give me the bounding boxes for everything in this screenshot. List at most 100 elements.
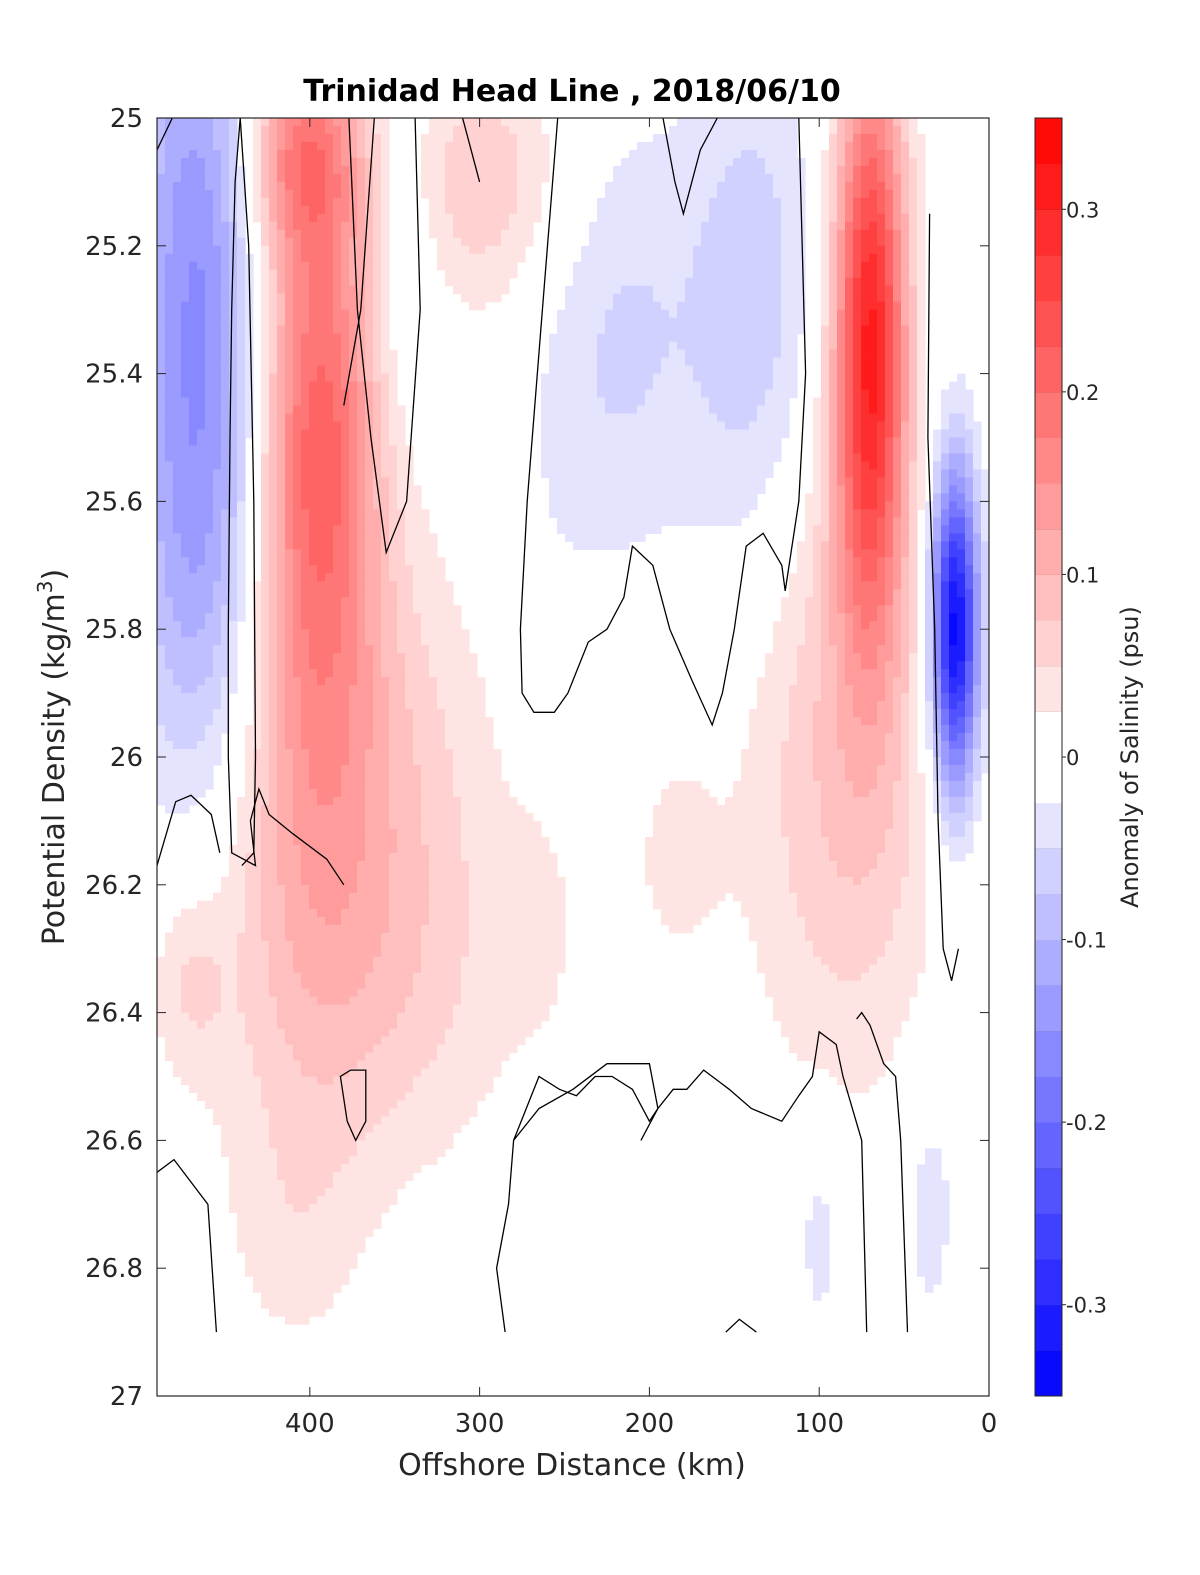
contour-cell (885, 573, 894, 582)
contour-cell (957, 605, 966, 614)
contour-cell (581, 333, 590, 343)
contour-cell (317, 293, 326, 303)
contour-cell (909, 197, 918, 207)
contour-cell (381, 501, 390, 510)
contour-cell (197, 125, 206, 135)
contour-cell (213, 149, 222, 159)
contour-cell (741, 253, 750, 263)
contour-cell (861, 437, 870, 447)
contour-cell (229, 509, 238, 518)
contour-cell (341, 501, 350, 510)
contour-cell (597, 261, 606, 271)
contour-cell (853, 213, 862, 223)
contour-cell (261, 213, 270, 223)
contour-cell (901, 213, 910, 223)
contour-cell (805, 549, 814, 558)
contour-cell (301, 189, 310, 199)
contour-cell (749, 381, 758, 391)
contour-cell (909, 621, 918, 630)
contour-cell (869, 118, 878, 127)
contour-cell (773, 645, 782, 654)
contour-cell (885, 118, 894, 127)
contour-cell (709, 461, 718, 471)
contour-cell (789, 269, 798, 279)
contour-cell (621, 509, 630, 518)
contour-cell (661, 485, 670, 495)
contour-cell (589, 253, 598, 263)
contour-cell (333, 125, 342, 135)
contour-cell (165, 629, 174, 638)
contour-cell (597, 293, 606, 303)
contour-cell (341, 341, 350, 351)
contour-cell (861, 205, 870, 215)
contour-cell (605, 381, 614, 391)
contour-cell (733, 397, 742, 407)
contour-cell (357, 133, 366, 143)
contour-cell (725, 269, 734, 279)
contour-cell (853, 397, 862, 407)
contour-cell (645, 397, 654, 407)
contour-cell (781, 277, 790, 287)
contour-cell (453, 221, 462, 231)
contour-cell (189, 549, 198, 558)
contour-cell (845, 581, 854, 590)
contour-cell (317, 357, 326, 367)
contour-cell (277, 189, 286, 199)
contour-cell (301, 469, 310, 479)
contour-cell (725, 469, 734, 479)
contour-cell (301, 653, 310, 662)
contour-cell (325, 373, 334, 383)
contour-cell (277, 277, 286, 287)
contour-cell (837, 517, 846, 526)
contour-cell (317, 189, 326, 199)
contour-cell (741, 317, 750, 327)
contour-cell (325, 421, 334, 431)
contour-cell (653, 429, 662, 439)
contour-cell (325, 493, 334, 502)
contour-cell (901, 461, 910, 471)
contour-cell (157, 501, 166, 510)
contour-cell (821, 645, 830, 654)
contour-cell (653, 517, 662, 526)
contour-cell (373, 405, 382, 415)
contour-cell (301, 205, 310, 215)
contour-cell (309, 541, 318, 550)
contour-cell (637, 373, 646, 383)
contour-cell (757, 429, 766, 439)
contour-cell (437, 165, 446, 175)
contour-cell (685, 357, 694, 367)
contour-cell (669, 445, 678, 455)
contour-cell (197, 373, 206, 383)
contour-cell (189, 365, 198, 375)
contour-cell (685, 229, 694, 239)
contour-cell (181, 437, 190, 447)
contour-cell (357, 477, 366, 487)
contour-cell (429, 589, 438, 598)
contour-cell (661, 349, 670, 359)
contour-cell (629, 173, 638, 183)
contour-cell (381, 637, 390, 646)
contour-cell (613, 541, 622, 550)
contour-cell (341, 509, 350, 518)
contour-cell (933, 629, 942, 638)
contour-cell (853, 589, 862, 598)
contour-cell (877, 317, 886, 327)
contour-cell (165, 229, 174, 239)
contour-cell (445, 141, 454, 151)
contour-cell (637, 525, 646, 534)
contour-cell (381, 189, 390, 199)
contour-cell (381, 269, 390, 279)
contour-cell (693, 165, 702, 175)
contour-cell (781, 165, 790, 175)
contour-cell (549, 445, 558, 455)
contour-cell (277, 653, 286, 662)
contour-cell (229, 213, 238, 223)
contour-cell (901, 245, 910, 255)
contour-cell (869, 125, 878, 135)
contour-cell (349, 477, 358, 487)
contour-cell (285, 165, 294, 175)
contour-cell (365, 509, 374, 518)
contour-cell (285, 293, 294, 303)
contour-cell (973, 445, 982, 455)
contour-cell (325, 525, 334, 534)
